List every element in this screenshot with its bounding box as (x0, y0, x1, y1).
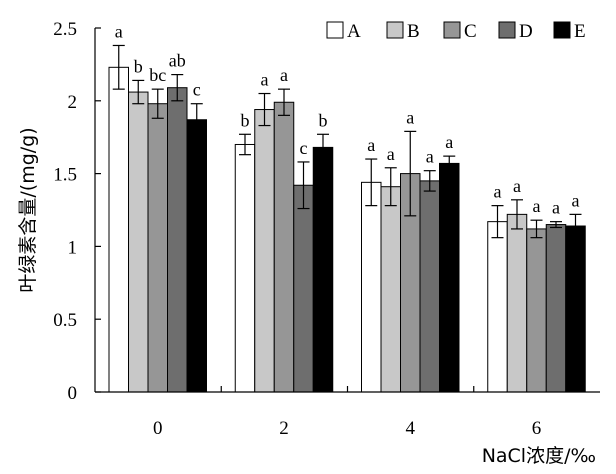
sig-label-D-4: a (426, 147, 434, 167)
bar-A-0 (108, 66, 129, 393)
bar-A-4 (361, 181, 382, 393)
bar-C-2 (273, 101, 295, 393)
bar-D-0 (167, 87, 188, 393)
x-axis-ticks: 0 2 4 6 (153, 386, 541, 439)
sig-label-B-2: a (261, 70, 269, 90)
sig-label-D-6: a (552, 198, 560, 218)
bar-E-6 (565, 225, 586, 393)
sig-label-C-4: a (406, 107, 414, 127)
x-axis-label: NaCl浓度/‰ (482, 445, 596, 467)
bar-C-0 (147, 103, 168, 393)
sig-label-A-2: b (241, 110, 250, 130)
legend-swatch-D (498, 21, 516, 39)
legend-label-D: D (519, 21, 533, 42)
bar-C-6 (526, 228, 547, 393)
legend-swatch-C (443, 21, 461, 39)
sig-label-E-6: a (572, 190, 580, 210)
bar-E-0 (186, 119, 207, 393)
sig-label-B-4: a (387, 144, 395, 164)
sig-label-C-0: bc (149, 65, 166, 85)
bar-A-6 (487, 221, 508, 393)
bar-B-4 (380, 186, 401, 393)
y-tick-label: 1.5 (53, 165, 77, 186)
bar-B-2 (254, 109, 275, 393)
legend-label-E: E (574, 21, 586, 42)
sig-label-D-2: c (300, 138, 308, 158)
error-bars (112, 44, 582, 239)
y-tick-label: 2 (68, 92, 78, 113)
bar-A-2 (234, 143, 256, 393)
sig-label-B-0: b (134, 56, 143, 76)
bar-D-6 (545, 224, 567, 393)
y-tick-label: 0.5 (53, 310, 77, 331)
sig-label-E-0: c (193, 80, 201, 100)
sig-label-E-2: b (319, 110, 328, 130)
legend-swatch-E (553, 21, 571, 39)
sig-label-C-6: a (533, 196, 541, 216)
legend-label-B: B (407, 21, 420, 42)
bar-B-6 (506, 213, 528, 393)
sig-label-A-6: a (494, 182, 502, 202)
x-tick-label: 2 (279, 418, 289, 439)
y-tick-label: 2.5 (53, 19, 77, 40)
x-tick-label: 0 (153, 418, 163, 439)
bar-D-4 (419, 180, 440, 393)
legend: A B C D E (326, 21, 586, 42)
legend-label-A: A (347, 21, 361, 42)
legend-swatch-B (386, 21, 404, 39)
y-tick-label: 0 (68, 383, 78, 404)
legend-label-C: C (464, 21, 477, 42)
x-tick-label: 4 (406, 418, 416, 439)
y-tick-label: 1 (68, 237, 78, 258)
legend-swatch-A (326, 21, 344, 39)
sig-label-A-0: a (115, 21, 123, 41)
sig-label-C-2: a (280, 65, 288, 85)
x-tick-label: 6 (532, 418, 542, 439)
y-axis-label: 叶绿素含量/(mg/g) (17, 127, 39, 292)
bar-E-4 (439, 162, 460, 393)
sig-label-E-4: a (445, 132, 453, 152)
bar-E-2 (312, 146, 334, 393)
sig-label-D-0: ab (169, 51, 186, 71)
y-axis-ticks: 0 0.5 1 1.5 2 2.5 (53, 19, 101, 404)
bar-groups (108, 66, 586, 393)
bar-B-0 (128, 91, 149, 393)
bar-D-2 (293, 184, 314, 393)
sig-label-B-6: a (513, 176, 521, 196)
sig-label-A-4: a (367, 135, 375, 155)
